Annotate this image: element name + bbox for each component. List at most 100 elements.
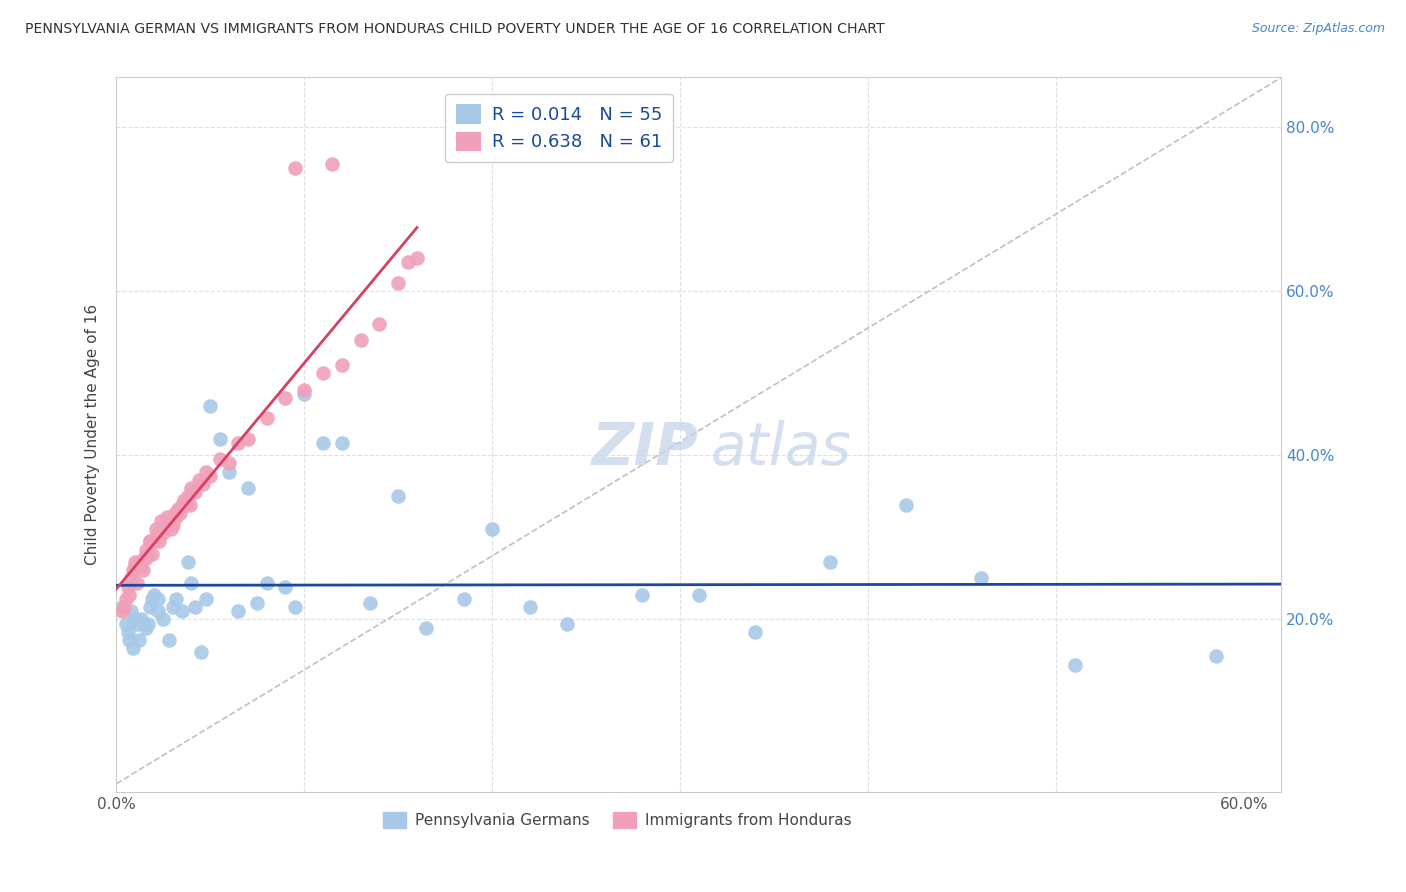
Point bbox=[894, 498, 917, 512]
Point bbox=[292, 383, 315, 397]
Point bbox=[312, 436, 335, 450]
Text: ZIP: ZIP bbox=[592, 420, 699, 477]
Point bbox=[284, 161, 307, 175]
Point bbox=[330, 436, 353, 450]
Point bbox=[117, 580, 139, 594]
Point bbox=[1063, 657, 1085, 672]
Point bbox=[146, 526, 169, 541]
Point bbox=[191, 477, 214, 491]
Point bbox=[284, 600, 307, 615]
Point bbox=[170, 604, 193, 618]
Point bbox=[218, 457, 240, 471]
Point bbox=[631, 588, 654, 602]
Point bbox=[139, 534, 162, 549]
Point bbox=[180, 575, 202, 590]
Point bbox=[146, 591, 169, 606]
Text: Source: ZipAtlas.com: Source: ZipAtlas.com bbox=[1251, 22, 1385, 36]
Point bbox=[453, 591, 475, 606]
Point bbox=[228, 604, 250, 618]
Point bbox=[141, 591, 163, 606]
Point bbox=[387, 489, 409, 503]
Point bbox=[208, 432, 231, 446]
Point bbox=[141, 547, 163, 561]
Point bbox=[163, 506, 186, 520]
Point bbox=[122, 641, 145, 656]
Point bbox=[184, 600, 207, 615]
Point bbox=[292, 386, 315, 401]
Point bbox=[200, 399, 222, 413]
Point bbox=[134, 550, 156, 565]
Point bbox=[156, 509, 179, 524]
Point bbox=[118, 588, 141, 602]
Point bbox=[179, 498, 201, 512]
Point bbox=[208, 452, 231, 467]
Point bbox=[349, 333, 371, 347]
Point bbox=[114, 591, 136, 606]
Point bbox=[274, 391, 297, 405]
Point bbox=[111, 600, 134, 615]
Point bbox=[176, 489, 198, 503]
Point bbox=[162, 518, 184, 533]
Point bbox=[153, 518, 176, 533]
Point bbox=[165, 509, 187, 524]
Legend: Pennsylvania Germans, Immigrants from Honduras: Pennsylvania Germans, Immigrants from Ho… bbox=[377, 806, 858, 834]
Point bbox=[129, 612, 152, 626]
Text: atlas: atlas bbox=[710, 420, 852, 477]
Point bbox=[120, 571, 142, 585]
Point bbox=[159, 522, 181, 536]
Point bbox=[246, 596, 269, 610]
Point bbox=[218, 465, 240, 479]
Point bbox=[236, 432, 259, 446]
Point bbox=[124, 612, 146, 626]
Point bbox=[135, 550, 157, 565]
Point bbox=[167, 501, 190, 516]
Point bbox=[124, 559, 146, 574]
Point bbox=[190, 645, 212, 659]
Point bbox=[188, 473, 211, 487]
Point bbox=[152, 612, 174, 626]
Point bbox=[136, 547, 159, 561]
Point bbox=[195, 465, 218, 479]
Point bbox=[1205, 649, 1227, 664]
Point bbox=[125, 616, 148, 631]
Point bbox=[688, 588, 710, 602]
Point bbox=[481, 522, 503, 536]
Point bbox=[406, 251, 429, 265]
Point bbox=[256, 411, 278, 425]
Point bbox=[820, 555, 842, 569]
Point bbox=[135, 621, 157, 635]
Point bbox=[312, 366, 335, 380]
Point bbox=[173, 493, 195, 508]
Point bbox=[162, 600, 184, 615]
Point bbox=[321, 156, 343, 170]
Point bbox=[152, 526, 174, 541]
Point bbox=[134, 616, 156, 631]
Point bbox=[330, 358, 353, 372]
Point bbox=[136, 616, 159, 631]
Point bbox=[128, 555, 150, 569]
Point bbox=[176, 555, 198, 569]
Text: PENNSYLVANIA GERMAN VS IMMIGRANTS FROM HONDURAS CHILD POVERTY UNDER THE AGE OF 1: PENNSYLVANIA GERMAN VS IMMIGRANTS FROM H… bbox=[25, 22, 884, 37]
Point bbox=[174, 498, 197, 512]
Point bbox=[359, 596, 381, 610]
Point bbox=[415, 621, 437, 635]
Point bbox=[145, 522, 167, 536]
Point bbox=[200, 468, 222, 483]
Point bbox=[165, 591, 187, 606]
Point bbox=[148, 534, 170, 549]
Point bbox=[111, 604, 134, 618]
Point bbox=[135, 542, 157, 557]
Point bbox=[124, 555, 146, 569]
Point bbox=[112, 600, 135, 615]
Point bbox=[396, 255, 419, 269]
Point bbox=[142, 534, 165, 549]
Point bbox=[368, 317, 391, 331]
Point bbox=[120, 604, 142, 618]
Point bbox=[146, 604, 169, 618]
Y-axis label: Child Poverty Under the Age of 16: Child Poverty Under the Age of 16 bbox=[86, 304, 100, 566]
Point bbox=[169, 506, 191, 520]
Point bbox=[157, 633, 180, 648]
Point bbox=[131, 563, 153, 577]
Point bbox=[139, 534, 162, 549]
Point bbox=[184, 485, 207, 500]
